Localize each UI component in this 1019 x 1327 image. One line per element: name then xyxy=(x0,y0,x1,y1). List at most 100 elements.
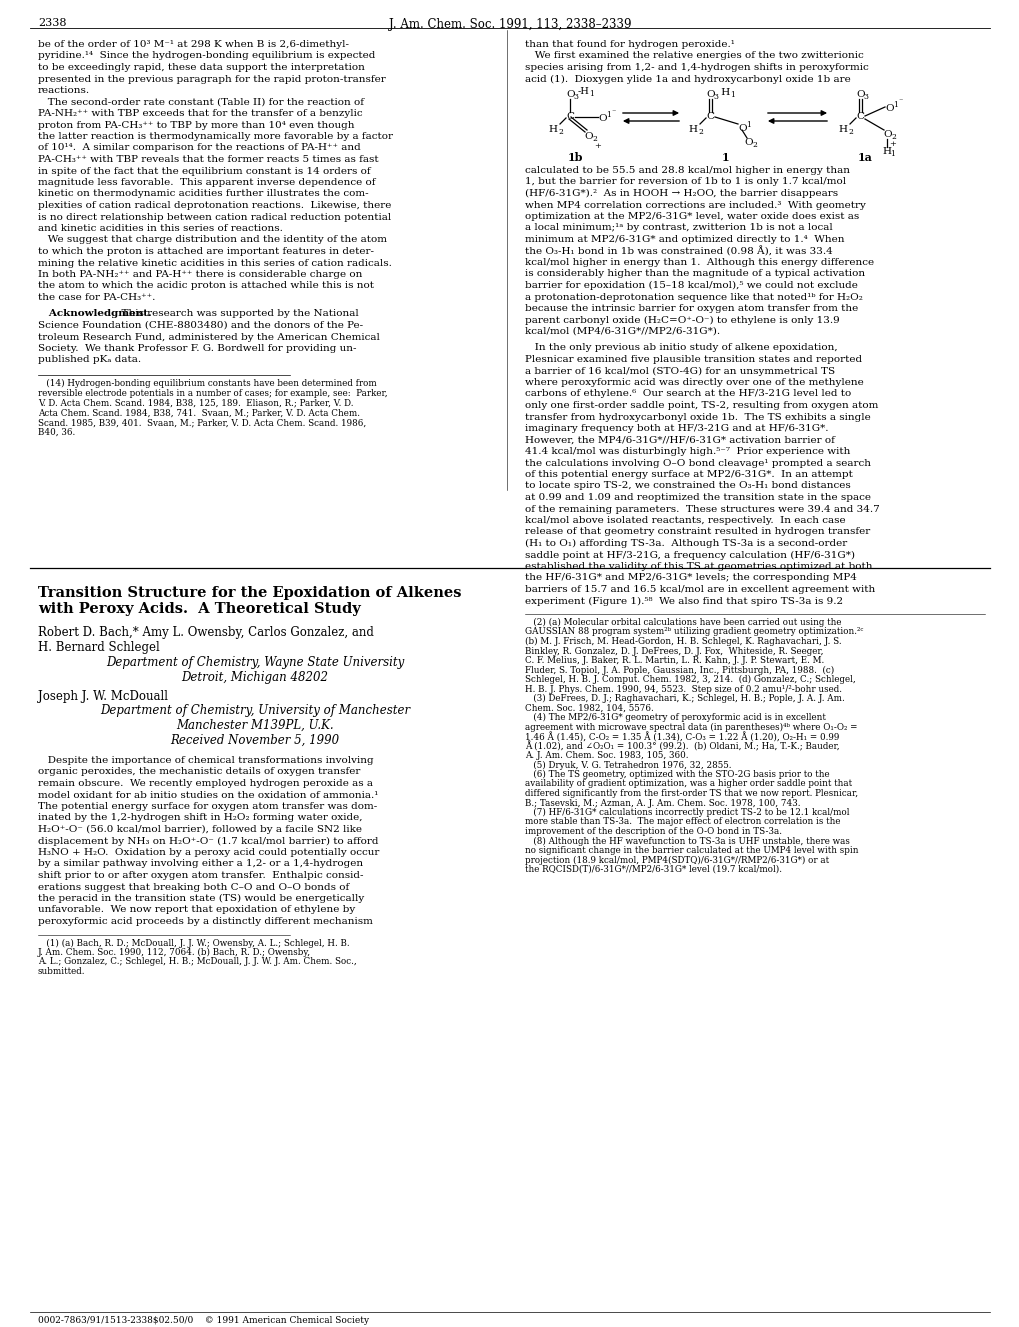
Text: -H: -H xyxy=(578,88,589,96)
Text: V. D. Acta Chem. Scand. 1984, B38, 125, 189.  Eliason, R.; Parker, V. D.: V. D. Acta Chem. Scand. 1984, B38, 125, … xyxy=(38,398,354,407)
Text: barriers of 15.7 and 16.5 kcal/mol are in excellent agreement with: barriers of 15.7 and 16.5 kcal/mol are i… xyxy=(525,585,874,594)
Text: the calculations involving O–O bond cleavage¹ prompted a search: the calculations involving O–O bond clea… xyxy=(525,459,870,467)
Text: (H₁ to O₁) affording TS-3a.  Although TS-3a is a second-order: (H₁ to O₁) affording TS-3a. Although TS-… xyxy=(525,539,847,548)
Text: C. F. Melius, J. Baker, R. L. Martin, L. R. Kahn, J. J. P. Stewart, E. M.: C. F. Melius, J. Baker, R. L. Martin, L.… xyxy=(525,656,823,665)
Text: plexities of cation radical deprotonation reactions.  Likewise, there: plexities of cation radical deprotonatio… xyxy=(38,200,391,210)
Text: 3: 3 xyxy=(712,93,717,101)
Text: differed significantly from the first-order TS that we now report. Plesnicar,: differed significantly from the first-or… xyxy=(525,790,857,798)
Text: inated by the 1,2-hydrogen shift in H₂O₂ forming water oxide,: inated by the 1,2-hydrogen shift in H₂O₂… xyxy=(38,813,362,823)
Text: 1: 1 xyxy=(605,111,610,119)
Text: in spite of the fact that the equilibrium constant is 14 orders of: in spite of the fact that the equilibriu… xyxy=(38,166,370,175)
Text: at 0.99 and 1.09 and reoptimized the transition state in the space: at 0.99 and 1.09 and reoptimized the tra… xyxy=(525,494,870,502)
Text: experiment (Figure 1).⁵⁸  We also find that spiro TS-3a is 9.2: experiment (Figure 1).⁵⁸ We also find th… xyxy=(525,597,843,605)
Text: A. L.; Gonzalez, C.; Schlegel, H. B.; McDouall, J. J. W. J. Am. Chem. Soc.,: A. L.; Gonzalez, C.; Schlegel, H. B.; Mc… xyxy=(38,958,357,966)
Text: troleum Research Fund, administered by the American Chemical: troleum Research Fund, administered by t… xyxy=(38,333,379,341)
Text: A. J. Am. Chem. Soc. 1983, 105, 360.: A. J. Am. Chem. Soc. 1983, 105, 360. xyxy=(525,751,688,760)
Text: projection (18.9 kcal/mol, PMP4(SDTQ)/6-31G*//RMP2/6-31G*) or at: projection (18.9 kcal/mol, PMP4(SDTQ)/6-… xyxy=(525,856,828,865)
Text: Plesnicar examined five plausible transition states and reported: Plesnicar examined five plausible transi… xyxy=(525,356,861,364)
Text: 1a: 1a xyxy=(857,153,872,163)
Text: carbons of ethylene.⁶  Our search at the HF/3-21G level led to: carbons of ethylene.⁶ Our search at the … xyxy=(525,390,851,398)
Text: Robert D. Bach,* Amy L. Owensby, Carlos Gonzalez, and
H. Bernard Schlegel: Robert D. Bach,* Amy L. Owensby, Carlos … xyxy=(38,626,374,654)
Text: 1: 1 xyxy=(730,92,734,100)
Text: saddle point at HF/3-21G, a frequency calculation (HF/6-31G*): saddle point at HF/3-21G, a frequency ca… xyxy=(525,551,854,560)
Text: C: C xyxy=(705,111,713,121)
Text: only one first-order saddle point, TS-2, resulting from oxygen atom: only one first-order saddle point, TS-2,… xyxy=(525,401,877,410)
Text: GAUSSIAN 88 program system²ᵇ utilizing gradient geometry optimization.²ᶜ: GAUSSIAN 88 program system²ᵇ utilizing g… xyxy=(525,628,862,637)
Text: H₂O⁺-O⁻ (56.0 kcal/mol barrier), followed by a facile SN2 like: H₂O⁺-O⁻ (56.0 kcal/mol barrier), followe… xyxy=(38,825,362,835)
Text: H: H xyxy=(881,147,891,157)
Text: published pKₐ data.: published pKₐ data. xyxy=(38,356,141,365)
Text: because the intrinsic barrier for oxygen atom transfer from the: because the intrinsic barrier for oxygen… xyxy=(525,304,857,313)
Text: C: C xyxy=(566,111,574,121)
Text: O: O xyxy=(566,90,574,100)
Text: agreement with microwave spectral data (in parentheses)⁴ᵇ where O₁-O₂ =: agreement with microwave spectral data (… xyxy=(525,722,857,731)
Text: be of the order of 10³ M⁻¹ at 298 K when B is 2,6-dimethyl-: be of the order of 10³ M⁻¹ at 298 K when… xyxy=(38,40,348,49)
Text: remain obscure.  We recently employed hydrogen peroxide as a: remain obscure. We recently employed hyd… xyxy=(38,779,373,788)
Text: C: C xyxy=(855,111,863,121)
Text: 3: 3 xyxy=(862,93,867,101)
Text: magnitude less favorable.  This apparent inverse dependence of: magnitude less favorable. This apparent … xyxy=(38,178,375,187)
Text: the latter reaction is thermodynamically more favorable by a factor: the latter reaction is thermodynamically… xyxy=(38,131,392,141)
Text: O: O xyxy=(738,123,746,133)
Text: the O₃-H₁ bond in 1b was constrained (0.98 Å), it was 33.4: the O₃-H₁ bond in 1b was constrained (0.… xyxy=(525,247,832,256)
Text: the atom to which the acidic proton is attached while this is not: the atom to which the acidic proton is a… xyxy=(38,281,374,291)
Text: O: O xyxy=(743,138,752,147)
Text: mining the relative kinetic acidities in this series of cation radicals.: mining the relative kinetic acidities in… xyxy=(38,259,391,268)
Text: reversible electrode potentials in a number of cases; for example, see:  Parker,: reversible electrode potentials in a num… xyxy=(38,389,387,398)
Text: presented in the previous paragraph for the rapid proton-transfer: presented in the previous paragraph for … xyxy=(38,74,385,84)
Text: H. B. J. Phys. Chem. 1990, 94, 5523.  Step size of 0.2 amu¹/²-bohr used.: H. B. J. Phys. Chem. 1990, 94, 5523. Ste… xyxy=(525,685,841,694)
Text: H: H xyxy=(717,88,730,97)
Text: O: O xyxy=(705,90,714,100)
Text: submitted.: submitted. xyxy=(38,967,86,975)
Text: no significant change in the barrier calculated at the UMP4 level with spin: no significant change in the barrier cal… xyxy=(525,847,858,855)
Text: to locate spiro TS-2, we constrained the O₃-H₁ bond distances: to locate spiro TS-2, we constrained the… xyxy=(525,482,850,491)
Text: (14) Hydrogen-bonding equilibrium constants have been determined from: (14) Hydrogen-bonding equilibrium consta… xyxy=(38,380,376,387)
Text: In both PA-NH₂⁺⁺ and PA-H⁺⁺ there is considerable charge on: In both PA-NH₂⁺⁺ and PA-H⁺⁺ there is con… xyxy=(38,269,362,279)
Text: Society.  We thank Professor F. G. Bordwell for providing un-: Society. We thank Professor F. G. Bordwe… xyxy=(38,344,357,353)
Text: PA-CH₃⁺⁺ with TBP reveals that the former reacts 5 times as fast: PA-CH₃⁺⁺ with TBP reveals that the forme… xyxy=(38,155,378,165)
Text: 1: 1 xyxy=(745,121,750,129)
Text: is no direct relationship between cation radical reduction potential: is no direct relationship between cation… xyxy=(38,212,391,222)
Text: 2: 2 xyxy=(697,127,702,135)
Text: However, the MP4/6-31G*//HF/6-31G* activation barrier of: However, the MP4/6-31G*//HF/6-31G* activ… xyxy=(525,435,835,445)
Text: (6) The TS geometry, optimized with the STO-2G basis prior to the: (6) The TS geometry, optimized with the … xyxy=(525,770,828,779)
Text: proton from PA-CH₃⁺⁺ to TBP by more than 10⁴ even though: proton from PA-CH₃⁺⁺ to TBP by more than… xyxy=(38,121,355,130)
Text: 2: 2 xyxy=(847,127,852,135)
Text: Science Foundation (CHE-8803480) and the donors of the Pe-: Science Foundation (CHE-8803480) and the… xyxy=(38,321,363,330)
Text: species arising from 1,2- and 1,4-hydrogen shifts in peroxyformic: species arising from 1,2- and 1,4-hydrog… xyxy=(525,62,868,72)
Text: O: O xyxy=(855,90,864,100)
Text: 1.46 Å (1.45), C-O₂ = 1.35 Å (1.34), C-O₃ = 1.22 Å (1.20), O₂-H₁ = 0.99: 1.46 Å (1.45), C-O₂ = 1.35 Å (1.34), C-O… xyxy=(525,733,839,742)
Text: 2: 2 xyxy=(557,127,562,135)
Text: This research was supported by the National: This research was supported by the Natio… xyxy=(115,309,359,318)
Text: O: O xyxy=(884,104,893,113)
Text: Fluder, S. Topiol, J. A. Pople, Gaussian, Inc., Pittsburgh, PA, 1988.  (c): Fluder, S. Topiol, J. A. Pople, Gaussian… xyxy=(525,666,834,674)
Text: 41.4 kcal/mol was disturbingly high.⁵⁻⁷  Prior experience with: 41.4 kcal/mol was disturbingly high.⁵⁻⁷ … xyxy=(525,447,850,456)
Text: acid (1).  Dioxygen ylide 1a and hydroxycarbonyl oxide 1b are: acid (1). Dioxygen ylide 1a and hydroxyc… xyxy=(525,74,850,84)
Text: a barrier of 16 kcal/mol (STO-4G) for an unsymmetrical TS: a barrier of 16 kcal/mol (STO-4G) for an… xyxy=(525,366,835,376)
Text: 1: 1 xyxy=(892,101,897,109)
Text: shift prior to or after oxygen atom transfer.  Enthalpic consid-: shift prior to or after oxygen atom tran… xyxy=(38,871,363,880)
Text: ⁻: ⁻ xyxy=(610,109,614,117)
Text: J. Am. Chem. Soc. 1990, 112, 7064. (b) Bach, R. D.; Owensby,: J. Am. Chem. Soc. 1990, 112, 7064. (b) B… xyxy=(38,947,311,957)
Text: (1) (a) Bach, R. D.; McDouall, J. J. W.; Owensby, A. L.; Schlegel, H. B.: (1) (a) Bach, R. D.; McDouall, J. J. W.;… xyxy=(38,938,350,947)
Text: unfavorable.  We now report that epoxidation of ethylene by: unfavorable. We now report that epoxidat… xyxy=(38,905,355,914)
Text: where peroxyformic acid was directly over one of the methylene: where peroxyformic acid was directly ove… xyxy=(525,378,863,387)
Text: model oxidant for ab initio studies on the oxidation of ammonia.¹: model oxidant for ab initio studies on t… xyxy=(38,791,378,799)
Text: imaginary frequency both at HF/3-21G and at HF/6-31G*.: imaginary frequency both at HF/3-21G and… xyxy=(525,425,827,433)
Text: calculated to be 55.5 and 28.8 kcal/mol higher in energy than: calculated to be 55.5 and 28.8 kcal/mol … xyxy=(525,166,849,175)
Text: erations suggest that breaking both C–O and O–O bonds of: erations suggest that breaking both C–O … xyxy=(38,882,348,892)
Text: of 10¹⁴.  A similar comparison for the reactions of PA-H⁺⁺ and: of 10¹⁴. A similar comparison for the re… xyxy=(38,143,361,153)
Text: (3) DeFrees, D. J.; Raghavachari, K.; Schlegel, H. B.; Pople, J. A. J. Am.: (3) DeFrees, D. J.; Raghavachari, K.; Sc… xyxy=(525,694,844,703)
Text: Schlegel, H. B. J. Comput. Chem. 1982, 3, 214.  (d) Gonzalez, C.; Schlegel,: Schlegel, H. B. J. Comput. Chem. 1982, 3… xyxy=(525,675,855,685)
Text: kcal/mol higher in energy than 1.  Although this energy difference: kcal/mol higher in energy than 1. Althou… xyxy=(525,257,873,267)
Text: Acknowledgment.: Acknowledgment. xyxy=(38,309,152,318)
Text: improvement of the description of the O-O bond in TS-3a.: improvement of the description of the O-… xyxy=(525,827,782,836)
Text: H₃NO + H₂O.  Oxidation by a peroxy acid could potentially occur: H₃NO + H₂O. Oxidation by a peroxy acid c… xyxy=(38,848,379,857)
Text: kcal/mol (MP4/6-31G*//MP2/6-31G*).: kcal/mol (MP4/6-31G*//MP2/6-31G*). xyxy=(525,326,719,336)
Text: Transition Structure for the Epoxidation of Alkenes
with Peroxy Acids.  A Theore: Transition Structure for the Epoxidation… xyxy=(38,587,461,616)
Text: H: H xyxy=(547,125,556,134)
Text: 2338: 2338 xyxy=(38,19,66,28)
Text: The potential energy surface for oxygen atom transfer was dom-: The potential energy surface for oxygen … xyxy=(38,802,377,811)
Text: parent carbonyl oxide (H₂C=O⁺-O⁻) to ethylene is only 13.9: parent carbonyl oxide (H₂C=O⁺-O⁻) to eth… xyxy=(525,316,839,325)
Text: (2) (a) Molecular orbital calculations have been carried out using the: (2) (a) Molecular orbital calculations h… xyxy=(525,618,841,628)
